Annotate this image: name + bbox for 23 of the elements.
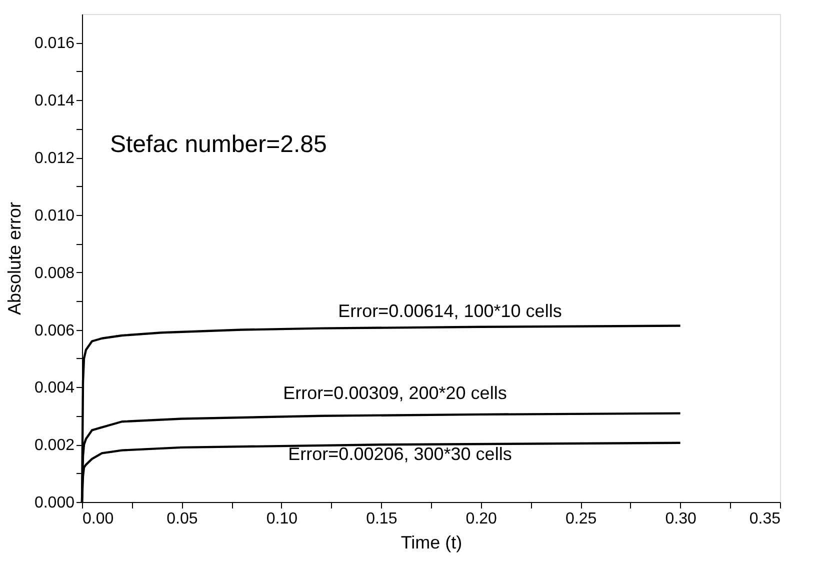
x-tick-label: 0.15 bbox=[366, 510, 398, 528]
x-tick-label: 0.35 bbox=[749, 510, 781, 528]
y-tick-label: 0.010 bbox=[34, 207, 75, 224]
x-axis-title: Time (t) bbox=[400, 532, 462, 552]
y-tick-label: 0.000 bbox=[34, 494, 75, 512]
y-tick-label: 0.002 bbox=[34, 437, 75, 454]
x-tick-label: 0.30 bbox=[665, 510, 696, 528]
x-tick-label: 0.05 bbox=[166, 510, 198, 528]
x-tick-label: 0.10 bbox=[266, 510, 298, 528]
x-tick-label: 0.20 bbox=[466, 510, 498, 528]
annotation: Error=0.00309, 200*20 cells bbox=[283, 383, 507, 403]
y-tick-label: 0.008 bbox=[34, 264, 75, 282]
y-tick-label: 0.004 bbox=[34, 380, 75, 397]
annotation: Stefac number=2.85 bbox=[110, 131, 327, 158]
x-tick-label: 0.25 bbox=[566, 510, 597, 528]
y-tick-label: 0.016 bbox=[34, 35, 75, 52]
y-tick-label: 0.012 bbox=[34, 150, 75, 168]
annotation: Error=0.00614, 100*10 cells bbox=[338, 301, 562, 321]
y-tick-label: 0.014 bbox=[34, 92, 75, 110]
annotation: Error=0.00206, 300*30 cells bbox=[288, 444, 512, 464]
y-axis-title: Absolute error bbox=[4, 202, 24, 316]
x-tick-label: 0.00 bbox=[82, 510, 114, 528]
y-tick-label: 0.006 bbox=[34, 322, 75, 340]
